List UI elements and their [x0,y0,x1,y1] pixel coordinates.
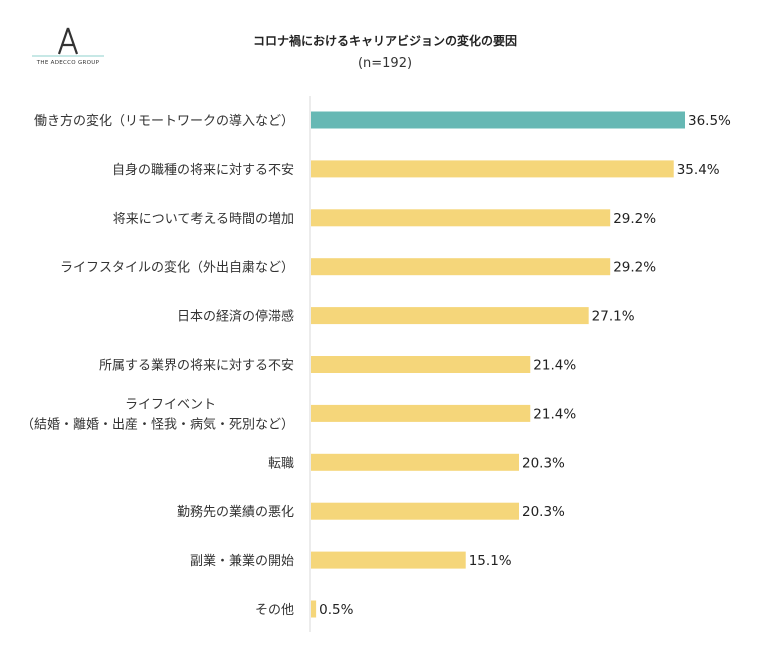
chart-title: コロナ禍におけるキャリアビジョンの変化の要因 [252,34,517,48]
bar [311,551,466,569]
bar [311,600,317,618]
bar [311,404,531,422]
category-label: 所属する業界の将来に対する不安 [99,358,294,374]
bar [311,356,531,373]
company-logo: THE ADECCO GROUP [30,26,106,72]
category-label: 将来について考える時間の増加 [113,212,294,227]
bar [311,209,611,227]
adecco-a-logo-icon [32,27,104,57]
value-label: 27.1% [592,309,635,325]
value-label: 21.4% [533,358,576,374]
category-label: 日本の経済の停滞感 [177,309,294,325]
category-label: 副業・兼業の開始 [190,553,294,569]
category-label: 転職 [268,456,294,471]
value-label: 20.3% [522,504,565,520]
bar [311,160,674,178]
category-label: 自身の職種の将来に対する不安 [112,162,294,178]
bar [311,307,589,325]
bar [311,258,611,276]
value-label: 36.5% [688,113,731,129]
bar [311,453,520,471]
value-label: 29.2% [613,260,656,276]
logo-text: THE ADECCO GROUP [36,60,100,66]
bar [311,111,685,129]
chart-subtitle: (n=192) [357,56,413,71]
category-label: その他 [255,603,294,618]
value-label: 20.3% [522,455,565,471]
category-label: ライフイベント [125,397,216,412]
value-label: 21.4% [533,406,576,422]
category-label: ライフスタイルの変化（外出自粛など） [60,260,294,276]
value-label: 15.1% [469,553,512,569]
value-label: 29.2% [613,211,656,227]
value-label: 0.5% [319,602,353,618]
category-label: （結婚・離婚・出産・怪我・病気・死別など） [21,416,294,432]
value-label: 35.4% [677,162,720,178]
bar [311,502,520,520]
category-label: 働き方の変化（リモートワークの導入など） [34,113,294,129]
category-label: 勤務先の業績の悪化 [177,504,294,520]
